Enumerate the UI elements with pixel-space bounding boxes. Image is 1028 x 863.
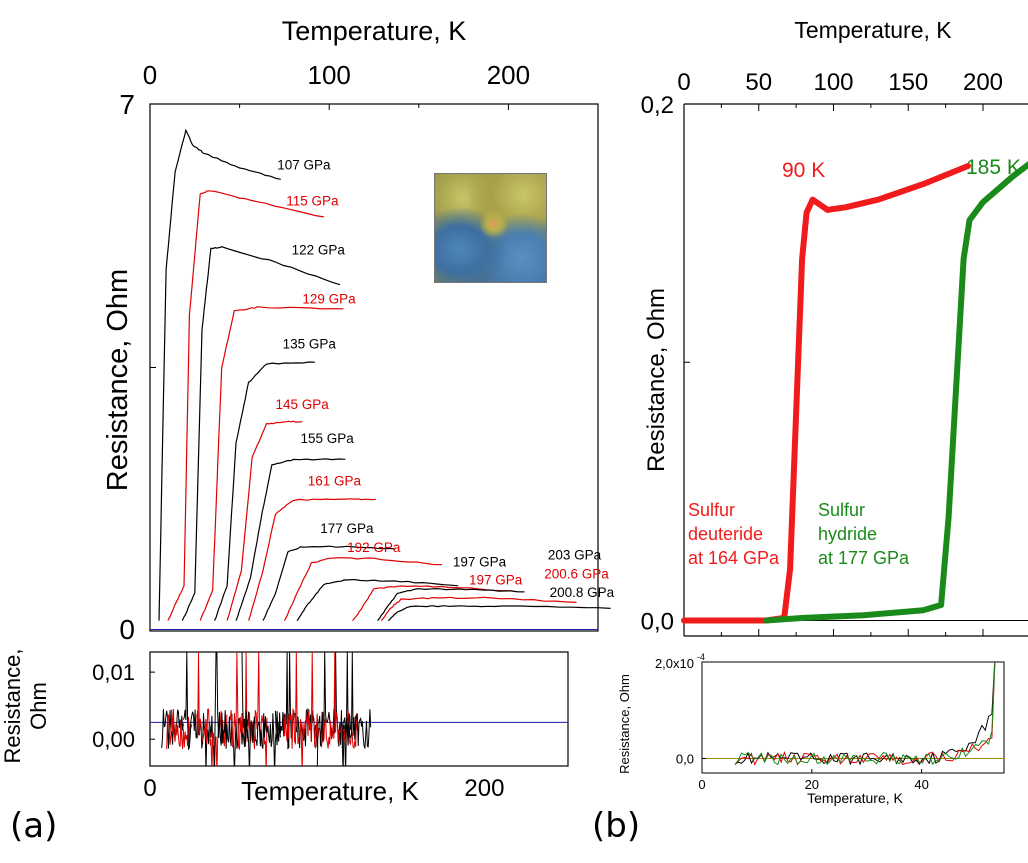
series-line [262, 545, 396, 621]
series-line [763, 161, 1028, 624]
series-label: 197 GPa [469, 572, 523, 587]
series-label: 192 GPa [347, 540, 401, 555]
series-line [296, 578, 459, 622]
y-tick-label: 0,2 [641, 92, 674, 119]
series-label: 135 GPa [283, 337, 337, 352]
panel-b-main-chart: 0 50 100 150 200 Temperature, K 0,2 0,0 Resistan… [641, 17, 1028, 637]
inset-y-tick-label: 0,0 [676, 752, 694, 767]
sample-photo-image [434, 173, 547, 283]
series-label: 177 GPa [320, 521, 374, 536]
series-label-deuteride: at 164 GPa [688, 548, 780, 568]
series-line [158, 128, 281, 621]
x2-tick-label: 150 [888, 69, 928, 96]
inset-x-tick-label: 20 [805, 777, 819, 792]
x2-tick-label: 200 [487, 60, 530, 90]
x2-axis-label: Temperature, K [794, 17, 952, 43]
inset-x-tick-label: 200 [464, 775, 504, 802]
y-axis-label: Resistance, Ohm [102, 269, 134, 491]
panel-label-b: (b) [592, 806, 641, 846]
inset-frame [701, 661, 1005, 774]
series-label-deuteride: Sulfur [688, 500, 735, 520]
y-tick-label: 0 [119, 614, 135, 645]
series-label: 200.6 GPa [544, 566, 609, 581]
inset-y-axis-label: Resistance, Ohm [617, 674, 632, 774]
x2-tick-label: 200 [963, 69, 1003, 96]
series-line [283, 557, 443, 621]
series-label: 122 GPa [292, 243, 346, 258]
series-label-hydride: Sulfur [818, 500, 865, 520]
inset-noise-trace [161, 709, 184, 749]
inset-noise-trace [734, 662, 996, 766]
inset-x-axis-label: Temperature, K [241, 776, 419, 806]
inset-y-axis-label-line1: Resistance, [0, 649, 25, 764]
inset-noise-trace [196, 652, 228, 766]
x2-tick-label: 0 [143, 60, 157, 90]
series-label-deuteride: deuteride [688, 524, 763, 544]
tc-label-deuteride: 90 K [782, 159, 825, 182]
x2-tick-label: 0 [677, 69, 690, 96]
inset-noise-trace [283, 652, 325, 766]
series-label: 155 GPa [301, 431, 355, 446]
series-line [377, 588, 525, 621]
series-label: 197 GPa [453, 554, 507, 569]
series-label: 115 GPa [286, 194, 339, 209]
inset-frame [149, 651, 569, 767]
series-line [199, 306, 344, 621]
inset-y-tick-exponent: -4 [697, 652, 705, 662]
series-line [235, 458, 346, 621]
inset-noise-trace [213, 652, 251, 766]
panel-a-inset-chart: 0,01 0,00 Resistance, Ohm 0 200 Temperature, K [0, 649, 569, 806]
panel-label-a: (a) [10, 806, 58, 846]
inset-noise-trace [274, 652, 318, 750]
inset-noise-trace [241, 652, 281, 766]
x2-tick-label: 50 [745, 69, 772, 96]
inset-noise-trace [182, 652, 214, 766]
y-tick-label: 7 [119, 89, 135, 120]
series-line [213, 361, 315, 621]
series-label: 145 GPa [275, 397, 329, 412]
y-axis-label: Resistance, Ohm [643, 288, 670, 472]
series-line [681, 163, 971, 624]
series-line [380, 596, 577, 622]
inset-x-tick-label: 40 [914, 777, 928, 792]
inset-y-tick-label: 0,01 [92, 660, 135, 685]
panel-b-inset-chart: 2,0x10 -4 0,0 Resistance, Ohm 0 20 40 Temperatu… [617, 652, 1005, 806]
inset-x-axis-label: Temperature, K [807, 790, 903, 806]
series-label-hydride: at 177 GPa [818, 548, 910, 568]
tc-label-hydride: 185 K [966, 156, 1021, 179]
series-line [387, 605, 611, 622]
series-line [181, 246, 341, 621]
series-line [352, 585, 518, 622]
inset-y-axis-label-line2: Ohm [26, 682, 51, 730]
x2-axis-label: Temperature, K [282, 16, 467, 46]
series-line [226, 420, 303, 621]
series-label: 107 GPa [277, 157, 331, 172]
y-tick-label: 0,0 [641, 609, 674, 636]
series-label: 203 GPa [548, 547, 602, 562]
x2-tick-label: 100 [813, 69, 853, 96]
series-label: 200.8 GPa [550, 585, 615, 600]
series-label: 161 GPa [308, 474, 362, 489]
inset-noise-trace [734, 662, 996, 766]
series-line [167, 190, 324, 621]
inset-y-tick-label: 2,0x10 [655, 656, 694, 671]
series-label: 129 GPa [302, 292, 356, 307]
inset-noise-trace [734, 662, 996, 766]
x2-tick-label: 100 [308, 60, 351, 90]
inset-x-tick-label: 0 [698, 777, 705, 792]
series-line [248, 498, 376, 621]
inset-noise-trace [166, 708, 193, 750]
inset-x-tick-label: 0 [143, 775, 156, 802]
series-label-hydride: hydride [818, 524, 877, 544]
inset-noise-trace [341, 652, 372, 749]
inset-y-tick-label: 0,00 [92, 727, 135, 752]
